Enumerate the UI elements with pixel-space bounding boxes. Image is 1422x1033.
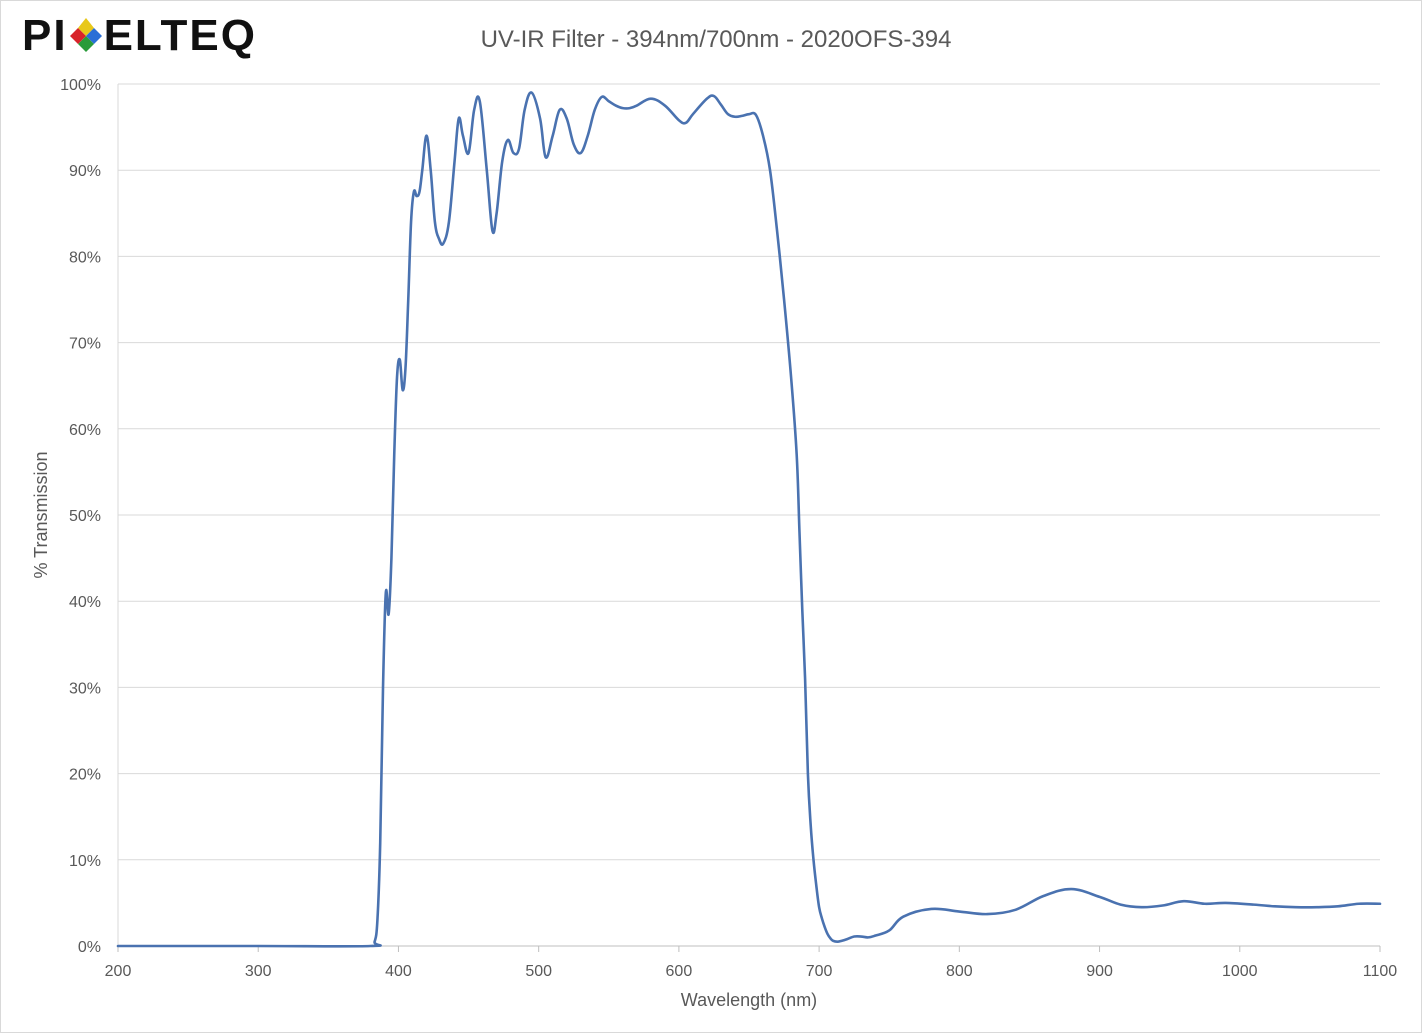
logo-x-mark-icon xyxy=(69,18,102,52)
y-axis-label: % Transmission xyxy=(31,451,51,578)
y-tick-label: 60% xyxy=(69,422,101,439)
x-tick-label: 500 xyxy=(525,963,552,980)
y-tick-label: 40% xyxy=(69,594,101,611)
x-tick-label: 400 xyxy=(385,963,412,980)
x-axis-ticks: 200 300 400 500 600 700 800 900 1000 1100 xyxy=(105,946,1398,980)
x-tick-label: 800 xyxy=(946,963,973,980)
y-tick-label: 0% xyxy=(78,939,101,956)
y-tick-label: 70% xyxy=(69,336,101,353)
y-tick-label: 80% xyxy=(69,249,101,266)
x-tick-label: 900 xyxy=(1086,963,1113,980)
y-tick-label: 30% xyxy=(69,680,101,697)
y-tick-label: 10% xyxy=(69,853,101,870)
y-axis-ticks: 0% 10% 20% 30% 40% 50% 60% 70% 80% 90% 100% xyxy=(60,77,101,956)
transmission-curve xyxy=(116,91,1382,948)
y-tick-label: 20% xyxy=(69,767,101,784)
y-tick-label: 100% xyxy=(60,77,101,94)
logo-text-left: PI xyxy=(22,11,68,60)
logo-text-right: ELTEQ xyxy=(103,11,257,60)
chart-title: UV-IR Filter - 394nm/700nm - 2020OFS-394 xyxy=(480,26,952,53)
x-tick-label: 600 xyxy=(666,963,693,980)
x-tick-label: 1100 xyxy=(1363,963,1398,980)
x-tick-label: 700 xyxy=(806,963,833,980)
x-tick-label: 200 xyxy=(105,963,132,980)
x-tick-label: 300 xyxy=(245,963,272,980)
y-tick-label: 90% xyxy=(69,163,101,180)
grid-lines xyxy=(117,83,1380,947)
pixelteq-logo: PI ELTEQ xyxy=(22,14,257,58)
x-tick-label: 1000 xyxy=(1222,963,1258,980)
y-tick-label: 50% xyxy=(69,508,101,525)
x-axis-label: Wavelength (nm) xyxy=(681,990,817,1010)
